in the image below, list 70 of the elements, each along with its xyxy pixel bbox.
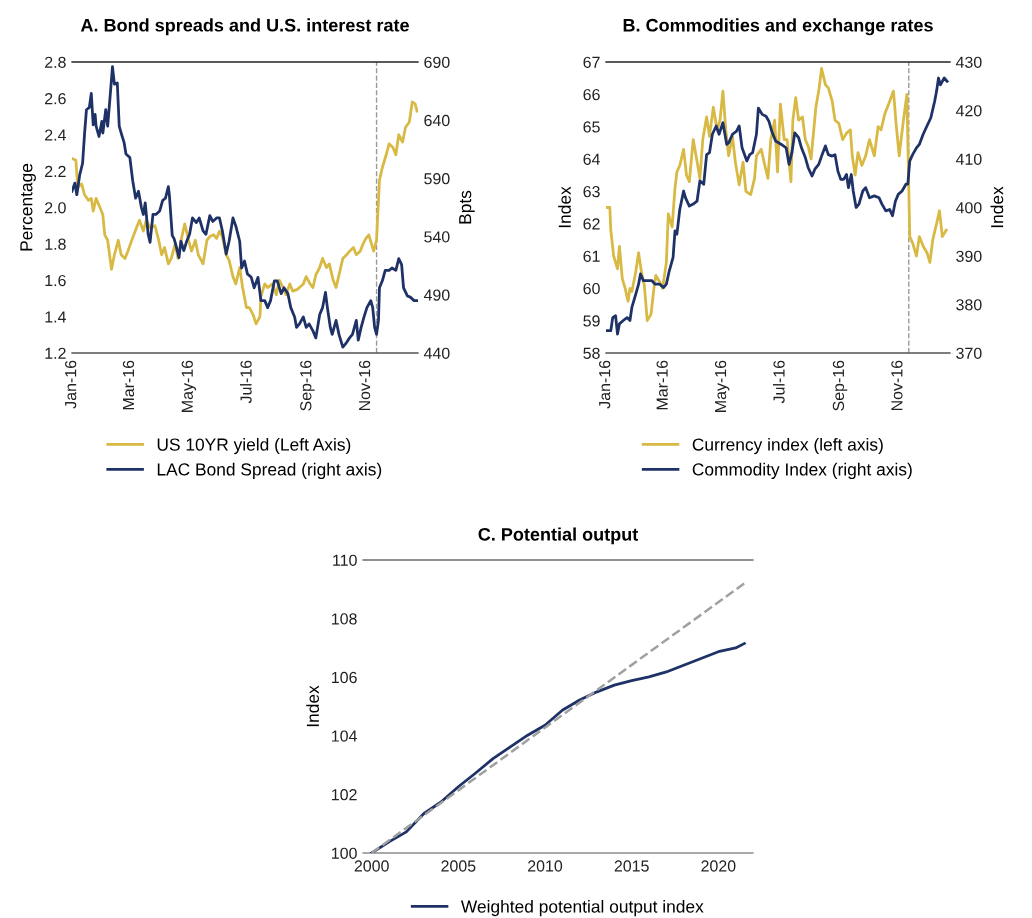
y-tick-label: 59 [583,315,600,327]
y-tick-label: 2.6 [45,93,66,105]
y2-tick-label: 420 [955,105,982,117]
legend-label: US 10YR yield (Left Axis) [157,437,351,455]
x-tick-label: Jul-16 [239,360,252,404]
line-series [72,65,418,349]
y-tick-label: 1.2 [45,347,66,359]
y2-axis-title: Index [990,186,1004,228]
x-tick-label: Sep-16 [832,360,848,411]
y-tick-label: 58 [583,347,600,359]
y2-tick-label: 400 [955,202,982,214]
y-tick-label: 106 [332,671,357,684]
y-tick-label: 1.6 [45,274,66,287]
legend-label: Weighted potential output index [460,899,704,917]
y-tick-label: 110 [333,554,357,566]
legend-label: Currency index (left axis) [692,437,883,455]
legend-label: Commodity Index (right axis) [692,462,912,479]
y-tick-label: 2.4 [45,129,66,141]
x-tick-label: 2010 [528,860,563,872]
y2-axis-title: Bpts [459,190,475,224]
y2-tick-label: 380 [956,299,982,311]
y-tick-label: 104 [332,730,357,742]
y-tick-label: 2.2 [45,165,66,177]
y-tick-label: 66 [583,88,600,101]
x-tick-label: Mar-16 [656,360,668,410]
y2-tick-label: 490 [423,289,450,301]
y-tick-label: 100 [332,847,357,859]
x-tick-label: Mar-16 [122,360,135,410]
y-tick-label: 63 [583,185,600,198]
y-axis-title: Index [558,186,571,228]
x-tick-label: 2005 [441,860,476,872]
x-tick-label: Nov-16 [891,360,903,411]
x-tick-label: 2015 [614,860,649,872]
y-tick-label: 108 [332,613,357,625]
line-series [72,100,418,326]
y-tick-label: 64 [583,153,600,165]
y-tick-label: 61 [583,250,600,262]
chart-title: A. Bond spreads and U.S. interest rate [80,18,409,36]
x-tick-label: 2020 [701,860,736,872]
y2-tick-label: 540 [424,231,450,243]
y2-tick-label: 430 [955,56,982,68]
y-tick-label: 2.0 [45,202,66,214]
y2-tick-label: 690 [424,56,450,68]
y-axis-title: Percentage [20,163,36,251]
x-tick-label: May-16 [181,360,197,412]
y2-tick-label: 390 [956,250,982,262]
x-tick-label: 2000 [354,860,389,872]
y2-tick-label: 640 [424,114,450,127]
y-tick-label: 60 [583,282,600,295]
x-tick-label: Jul-16 [772,360,785,404]
chart-title: B. Commodities and exchange rates [623,18,933,36]
y2-tick-label: 410 [955,153,982,165]
y2-tick-label: 590 [424,173,450,185]
y-tick-label: 2.8 [45,56,66,68]
y2-tick-label: 440 [423,347,450,359]
x-tick-label: Jan-16 [598,360,611,409]
y-tick-label: 1.4 [45,311,66,323]
y-tick-label: 62 [583,218,600,230]
y-tick-label: 1.8 [45,238,66,250]
x-tick-label: Sep-16 [300,360,315,411]
y-tick-label: 67 [583,56,600,68]
y-tick-label: 102 [332,789,357,801]
y-tick-label: 65 [583,121,600,133]
chart-title: C. Potential output [478,527,639,545]
legend-label: LAC Bond Spread (right axis) [157,462,382,479]
y2-tick-label: 370 [956,347,982,359]
x-tick-label: Nov-16 [358,360,371,411]
y-axis-title: Index [306,685,320,727]
x-tick-label: May-16 [714,360,730,412]
x-tick-label: Jan-16 [64,360,77,409]
